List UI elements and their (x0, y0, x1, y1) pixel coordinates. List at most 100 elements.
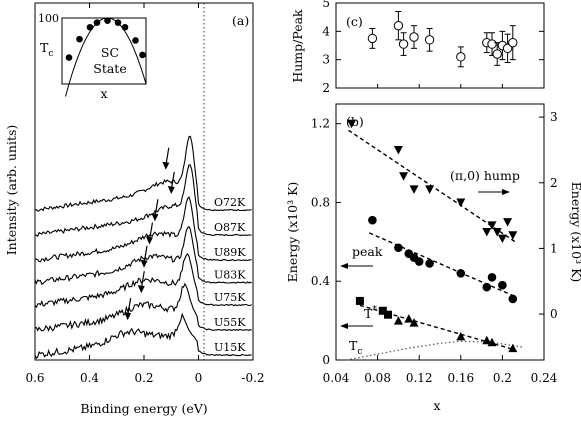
hump-point (399, 172, 409, 181)
panel-a-xtick-label: 0.4 (80, 371, 99, 385)
inset-point (114, 19, 122, 26)
panel-b-xtick-label: 0.04 (323, 371, 350, 385)
tstar-triangle-point (404, 314, 414, 323)
panel-b-ytick-left-label: 0.8 (311, 195, 330, 209)
peak-point (368, 215, 377, 225)
tstar-triangle-point (487, 337, 497, 347)
hump-arrowhead (167, 186, 175, 194)
tstar-square-point (384, 310, 392, 319)
peak-point (482, 282, 492, 292)
hump-annotation: (π,0) hump (450, 168, 520, 183)
inset-point (76, 35, 83, 43)
panel-c-ytick-label: 3 (322, 53, 330, 67)
panel-c-ylabel: Hump/Peak (290, 9, 305, 83)
fit-line (369, 232, 517, 298)
spectrum-curve (34, 164, 252, 238)
hump-arrowhead (140, 259, 148, 268)
hump-peak-point (393, 20, 404, 31)
panel-c-ytick-label: 5 (322, 0, 330, 10)
panel-b-ytick-right-label: 1 (550, 241, 558, 255)
panel-b-xtick-label: 0.2 (493, 371, 512, 385)
peak-point (425, 259, 434, 268)
spectrum-label: U89K (214, 246, 246, 259)
inset-point (104, 17, 111, 24)
spectrum-label: U15K (214, 341, 246, 354)
inset-ylabel: Tc (40, 40, 53, 59)
panel-a-xlabel: Binding energy (eV) (80, 401, 207, 416)
panel-b-xtick-label: 0.16 (447, 371, 474, 385)
tstar-fit-line (359, 304, 513, 350)
inset-ytick-100: 100 (38, 12, 59, 25)
hump-point (456, 198, 466, 207)
hump-peak-point (487, 39, 497, 49)
hump-peak-point (502, 43, 513, 54)
inset-xlabel: x (100, 86, 107, 101)
panel-b-ytick-right-label: 3 (550, 110, 558, 124)
hump-arrowhead (137, 285, 145, 294)
hump-peak-point (508, 37, 518, 48)
panel-b-frame (335, 103, 545, 361)
panel-a-xtick-label: 0.6 (25, 371, 44, 385)
panel-c: (c) 2 3 4 5 Hump/Peak (290, 0, 545, 95)
hump-point (492, 228, 502, 237)
tstar-triangle-point (456, 331, 466, 341)
hump-arrowhead (124, 312, 132, 321)
hump-point (425, 185, 435, 194)
spectrum-curve (34, 252, 252, 309)
peak-arrowhead (340, 263, 348, 269)
tstar-triangle-point (508, 343, 518, 353)
panel-b-ytick-right-label: 2 (550, 176, 558, 190)
panel-b-xtick-label: 0.12 (406, 371, 433, 385)
panel-c-label: (c) (346, 14, 363, 29)
panel-b: (b) 0.04 0.08 0.12 0.16 0.2 0.2400.40.81.2012… (285, 103, 581, 413)
inset-point (86, 23, 94, 31)
peak-point (456, 269, 466, 278)
inset-point (93, 19, 101, 26)
peak-point (487, 272, 497, 282)
spectrum-label: U55K (214, 316, 246, 329)
hump-point (347, 119, 357, 129)
hump-peak-point (492, 49, 502, 59)
spectrum-curve (34, 312, 252, 360)
hump-peak-point (398, 39, 409, 49)
panel-b-xtick-label: 0.08 (364, 371, 391, 385)
spectrum-curve (34, 282, 252, 332)
hump-point (487, 221, 497, 230)
inset-point (132, 37, 139, 44)
panel-b-ytick-right-label: 0 (550, 307, 558, 321)
panel-b-ytick-left-label: 0.4 (311, 274, 330, 288)
tstar-annotation: T* (364, 305, 377, 321)
tstar-triangle-point (393, 316, 403, 325)
spectrum-label: O72K (214, 196, 246, 209)
panel-b-ytick-left-label: 1.2 (311, 117, 330, 131)
hump-point (508, 231, 518, 240)
hump-point (497, 234, 507, 244)
hump-point (503, 218, 513, 227)
peak-point (498, 280, 507, 290)
panel-a-xtick-label: 0 (195, 371, 203, 385)
spectrum-label: U83K (214, 269, 246, 282)
inset-point (65, 54, 73, 61)
peak-point (414, 257, 424, 266)
panel-c-frame (335, 2, 545, 89)
annotation-arrows (340, 189, 510, 329)
peak-point (508, 294, 518, 304)
hump-arrowhead (151, 213, 159, 222)
inset-point (121, 23, 129, 31)
panel-b-ylabel-left: Energy (x10³ K) (285, 182, 300, 283)
hump-point (409, 185, 419, 194)
tstar-arrowhead (340, 323, 348, 329)
panel-a: (a) 0.6 0.4 0.2 0 -0.2 O72K O87K U89K U83K U75K U… (4, 2, 265, 416)
panel-a-label: (a) (232, 13, 249, 28)
tstar-square-point (378, 306, 387, 315)
tc-inset: 100 Tc x SC State (38, 12, 147, 101)
hump-arrowhead (145, 236, 153, 245)
panel-c-ytick-label: 4 (322, 24, 330, 38)
spectrum-label: U75K (214, 291, 246, 304)
hump-arrowhead (162, 161, 170, 170)
hump-peak-point (424, 35, 435, 45)
hump-peak-point (456, 52, 466, 62)
peak-annotation: peak (352, 244, 383, 259)
inset-point (139, 51, 146, 59)
